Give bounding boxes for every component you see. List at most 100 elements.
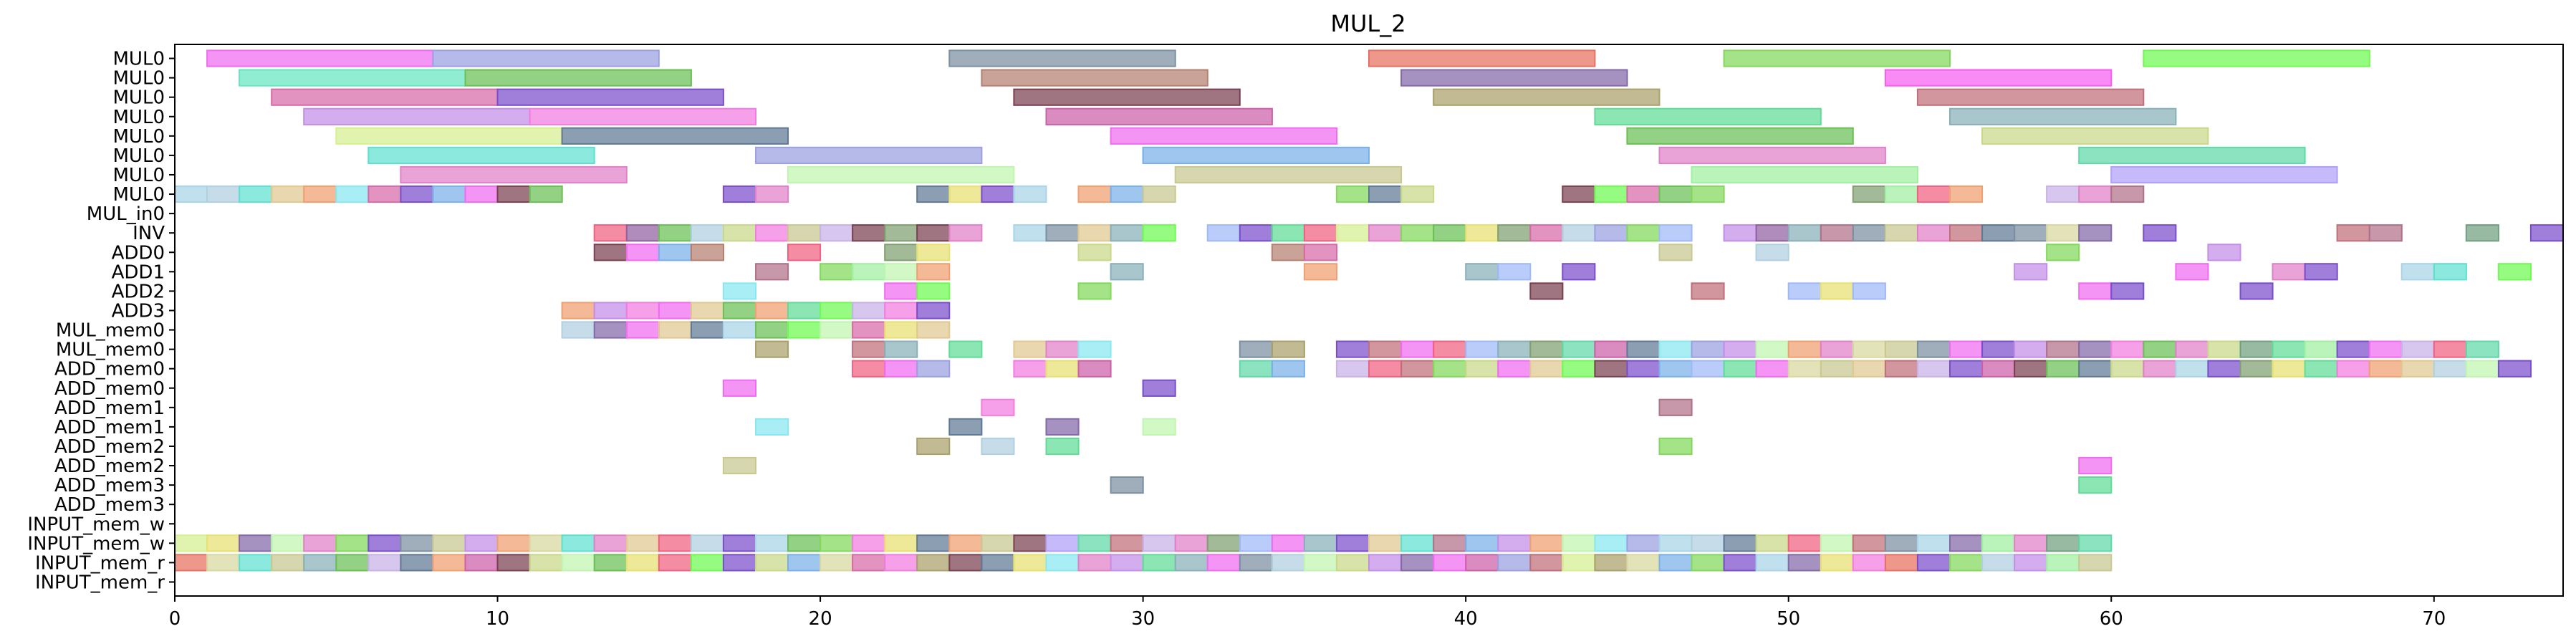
task-bar: [2078, 185, 2113, 203]
row-label: ADD2: [112, 281, 165, 302]
task-bar: [1400, 554, 1435, 572]
task-bar: [820, 263, 854, 281]
task-bar: [593, 321, 628, 339]
task-bar: [1465, 534, 1499, 552]
x-tick-label: 30: [1131, 608, 1155, 630]
task-bar: [206, 534, 241, 552]
task-bar: [2368, 360, 2403, 378]
task-bar: [2143, 49, 2370, 67]
task-bar: [1335, 360, 1370, 378]
task-bar: [690, 534, 725, 552]
task-bar: [755, 534, 789, 552]
task-bar: [2239, 340, 2274, 358]
task-bar: [1691, 534, 1725, 552]
task-bar: [1529, 282, 1564, 300]
task-bar: [1174, 534, 1208, 552]
task-bar: [1013, 88, 1241, 106]
task-bar: [1820, 534, 1854, 552]
task-bar: [1433, 554, 1467, 572]
task-bar: [1013, 224, 1047, 242]
task-bar: [1239, 224, 1273, 242]
task-bar: [1916, 534, 1951, 552]
task-bar: [1465, 554, 1499, 572]
task-bar: [335, 185, 370, 203]
task-bar: [1110, 185, 1144, 203]
row-label: ADD_mem1: [54, 398, 165, 419]
task-bar: [1303, 224, 1338, 242]
task-bar: [2014, 360, 2048, 378]
task-bar: [1562, 263, 1596, 281]
task-bar: [884, 534, 918, 552]
task-bar: [1820, 340, 1854, 358]
task-bar: [690, 554, 725, 572]
task-bar: [1916, 185, 1951, 203]
row-label: ADD_mem2: [54, 436, 165, 458]
task-bar: [2078, 534, 2113, 552]
task-bar: [1110, 534, 1144, 552]
task-bar: [367, 146, 595, 165]
task-bar: [1013, 185, 1047, 203]
task-bar: [1884, 340, 1918, 358]
task-bar: [916, 321, 951, 339]
task-bar: [1626, 185, 1661, 203]
task-bar: [1981, 554, 2016, 572]
x-tick-label: 70: [2422, 608, 2446, 630]
task-bar: [1820, 360, 1854, 378]
task-bar: [432, 185, 466, 203]
task-bar: [820, 321, 854, 339]
task-bar: [852, 263, 886, 281]
task-bar: [1691, 282, 1725, 300]
task-bar: [1206, 534, 1241, 552]
task-bar: [2078, 456, 2113, 475]
task-bar: [1916, 224, 1951, 242]
task-bar: [690, 244, 725, 261]
task-bar: [1755, 224, 1789, 242]
task-bar: [464, 69, 692, 87]
task-bar: [1787, 224, 1822, 242]
task-bar: [367, 534, 402, 552]
task-bar: [820, 302, 854, 319]
task-bar: [206, 49, 434, 67]
task-bar: [1594, 224, 1628, 242]
task-bar: [981, 437, 1015, 456]
task-bar: [2078, 360, 2113, 378]
task-bar: [1045, 534, 1080, 552]
task-bar: [1368, 224, 1403, 242]
row-label: MUL0: [113, 49, 165, 70]
task-bar: [496, 88, 724, 106]
task-bar: [1335, 185, 1370, 203]
task-bar: [335, 127, 563, 145]
task-bar: [1529, 360, 1564, 378]
plot-frame: [174, 44, 2564, 597]
task-bar: [1271, 360, 1305, 378]
task-bar: [1045, 107, 1273, 125]
task-bar: [1658, 224, 1693, 242]
task-bar: [1433, 534, 1467, 552]
task-bar: [1723, 554, 1757, 572]
task-bar: [1045, 554, 1080, 572]
task-bar: [2046, 554, 2080, 572]
task-bar: [1045, 418, 1080, 436]
task-bar: [1691, 185, 1725, 203]
x-tick-label: 20: [809, 608, 832, 630]
task-bar: [884, 282, 918, 300]
task-bar: [1077, 185, 1112, 203]
task-bar: [755, 146, 983, 165]
task-bar: [1658, 185, 1693, 203]
task-bar: [239, 554, 273, 572]
task-bar: [1981, 360, 2016, 378]
task-bar: [658, 224, 692, 242]
task-bar: [1110, 224, 1144, 242]
task-bar: [916, 554, 951, 572]
task-bar: [787, 321, 822, 339]
task-bar: [1949, 534, 1984, 552]
task-bar: [2046, 224, 2080, 242]
task-bar: [1077, 360, 1112, 378]
task-bar: [2433, 340, 2467, 358]
task-bar: [239, 534, 273, 552]
task-bar: [1852, 185, 1886, 203]
task-bar: [1142, 146, 1370, 165]
task-bar: [1142, 224, 1176, 242]
task-bar: [787, 224, 822, 242]
task-bar: [1658, 340, 1693, 358]
